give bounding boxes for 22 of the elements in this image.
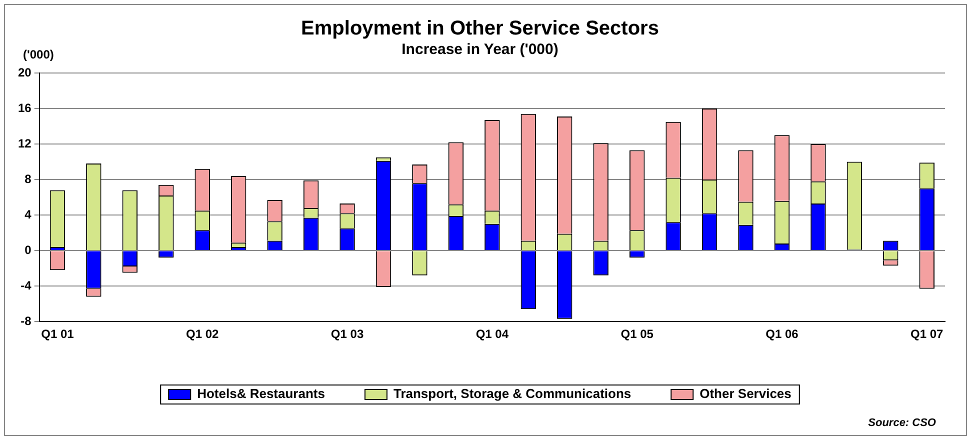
x-tick-label: Q1 03 (330, 327, 364, 342)
legend-label: Transport, Storage & Communications (393, 386, 632, 402)
y-tick-label: 8 (24, 172, 32, 186)
x-tick-label: Q1 07 (910, 327, 944, 342)
y-tick-label: 12 (18, 136, 32, 150)
x-tick-label: Q1 02 (186, 327, 220, 342)
y-axis-title: ('000) (23, 47, 54, 62)
source-note: Source: CSO (868, 417, 936, 429)
y-tick-label: 4 (24, 207, 32, 222)
y-tick-label: 0 (24, 242, 32, 257)
x-tick-label: Q1 01 (41, 327, 74, 342)
y-tick-label: 20 (18, 65, 32, 80)
legend-label: Hotels& Restaurants (197, 386, 325, 402)
y-tick-label: 16 (18, 100, 32, 115)
legend-label: Other Services (700, 386, 792, 402)
chart-title: Employment in Other Service Sectors (301, 18, 659, 40)
x-tick-label: Q1 05 (620, 327, 654, 342)
y-tick-label: -8 (20, 314, 32, 328)
x-tick-label: Q1 06 (766, 327, 799, 342)
y-tick-label: -4 (20, 278, 32, 292)
chart-subtitle: Increase in Year ('000) (402, 41, 558, 58)
x-tick-label: Q1 04 (476, 327, 509, 342)
